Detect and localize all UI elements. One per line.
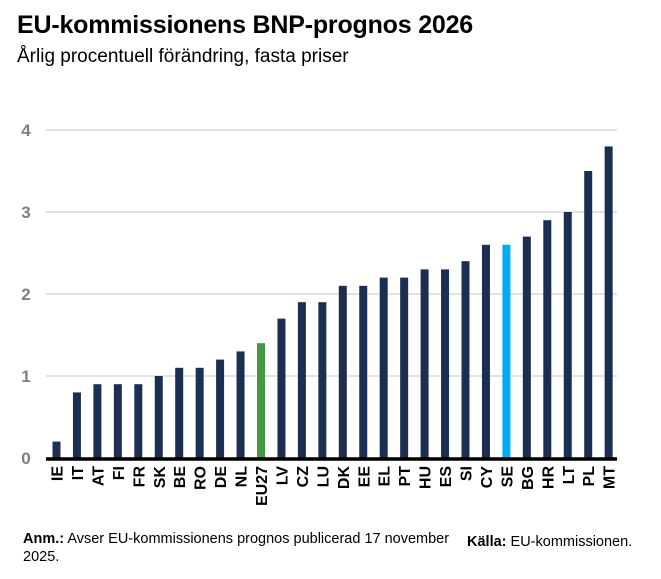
x-axis-tick-labels: IE IT AT FI FR SK BE RO DE NL EU27 LV CZ LU DK EE EL PT HU…: [50, 466, 619, 506]
bar-lv: [277, 318, 286, 458]
bar-ro: [195, 367, 204, 458]
bar-nl: [236, 351, 245, 458]
x-tick-label-pt: PT: [397, 466, 414, 487]
x-tick-label-se: SE: [499, 466, 516, 488]
bar-fr: [134, 384, 143, 458]
bar-si: [461, 261, 470, 458]
x-tick-label-be: BE: [172, 466, 189, 489]
x-tick-label-hu: HU: [418, 466, 435, 489]
x-tick-label-de: DE: [213, 466, 230, 489]
x-tick-label-ie: IE: [50, 466, 67, 481]
bar-dk: [338, 285, 347, 458]
chart-subtitle: Årlig procentuell förändring, fasta pris…: [17, 46, 349, 67]
footnote: Anm.: Avser EU-kommissionens prognos pub…: [23, 530, 453, 566]
chart-title: EU-kommissionens BNP-prognos 2026: [17, 11, 474, 39]
y-tick-label: 1: [21, 367, 30, 386]
footnote-text: Avser EU-kommissionens prognos publicera…: [23, 531, 450, 565]
x-tick-label-ro: RO: [193, 466, 210, 490]
bar-it: [72, 392, 81, 458]
x-tick-label-fi: FI: [111, 466, 128, 480]
gridlines: [46, 129, 617, 377]
bar-lu: [318, 302, 327, 458]
bar-cy: [481, 244, 490, 458]
x-tick-label-lv: LV: [274, 466, 291, 486]
x-tick-label-cz: CZ: [295, 466, 312, 488]
bar-bg: [522, 236, 531, 458]
x-tick-label-dk: DK: [336, 466, 353, 490]
bar-de: [216, 359, 225, 458]
bar-be: [175, 367, 184, 458]
bar-pt: [400, 277, 409, 458]
x-tick-label-nl: NL: [234, 466, 251, 488]
bar-cz: [297, 302, 306, 458]
bar-el: [379, 277, 388, 458]
source: Källa: EU-kommissionen.: [467, 534, 632, 550]
x-tick-label-es: ES: [438, 466, 455, 488]
source-text: EU-kommissionen.: [506, 534, 633, 550]
bar-se: [502, 244, 511, 458]
y-axis-tick-labels: 0 1 2 3 4: [21, 121, 31, 468]
x-tick-label-bg: BG: [520, 466, 537, 490]
x-tick-label-hr: HR: [540, 466, 557, 490]
bar-ie: [52, 441, 61, 458]
x-tick-label-sk: SK: [152, 466, 169, 489]
y-tick-label: 3: [21, 203, 30, 222]
footnote-label: Anm.:: [23, 531, 65, 547]
bar-sk: [154, 376, 163, 458]
x-tick-label-el: EL: [377, 466, 394, 487]
bar-pl: [584, 171, 593, 458]
bar-lt: [563, 212, 572, 458]
bar-at: [93, 384, 102, 458]
bar-fi: [113, 384, 122, 458]
y-tick-label: 0: [21, 449, 30, 468]
bar-es: [441, 269, 450, 458]
x-tick-label-lu: LU: [315, 466, 332, 487]
x-tick-label-at: AT: [90, 466, 107, 486]
x-tick-label-ee: EE: [356, 466, 373, 488]
y-tick-label: 4: [21, 121, 31, 140]
x-tick-label-eu27: EU27: [254, 466, 271, 506]
bar-ee: [359, 285, 368, 458]
x-tick-label-si: SI: [459, 466, 476, 481]
x-tick-label-it: IT: [70, 466, 87, 480]
x-tick-label-lt: LT: [561, 466, 578, 485]
x-tick-label-pl: PL: [581, 466, 598, 487]
bar-eu27: [257, 343, 265, 458]
x-tick-label-cy: CY: [479, 466, 496, 489]
bar-hr: [543, 220, 552, 458]
source-label: Källa:: [467, 534, 507, 550]
y-tick-label: 2: [21, 285, 30, 304]
x-tick-label-mt: MT: [602, 466, 619, 489]
x-tick-label-fr: FR: [131, 466, 148, 488]
bar-hu: [420, 269, 429, 458]
bar-mt: [604, 146, 613, 458]
bars: [52, 146, 613, 458]
